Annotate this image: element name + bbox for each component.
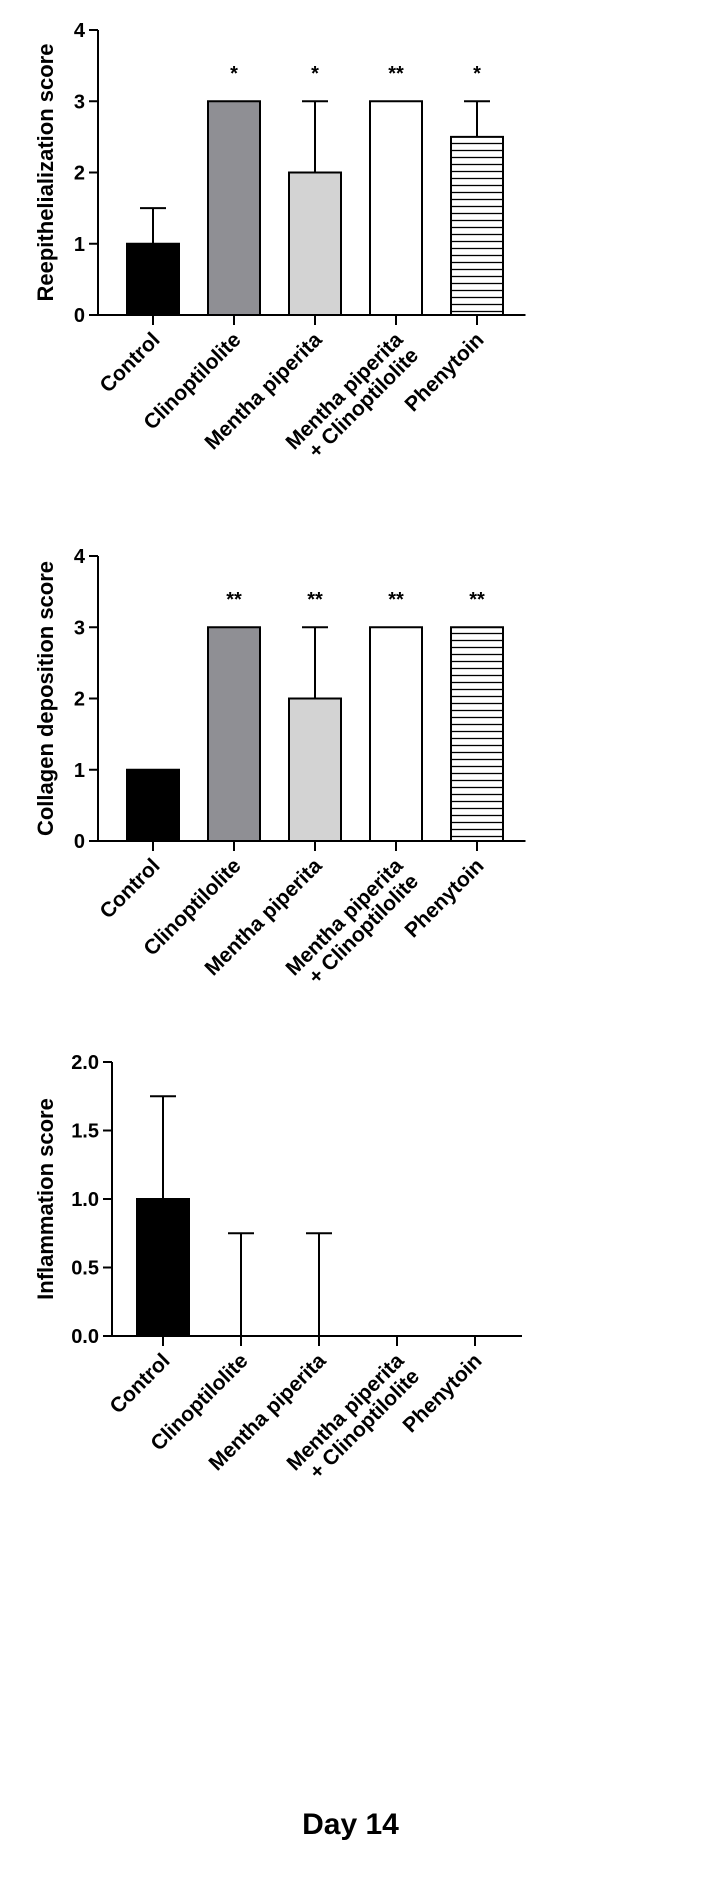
y-tick-label: 0.0	[71, 1326, 99, 1348]
bar	[288, 171, 342, 316]
significance-label: **	[307, 589, 323, 611]
significance-label: **	[388, 589, 404, 611]
y-tick-label: 4	[74, 546, 86, 568]
y-tick-label: 1.0	[71, 1189, 99, 1211]
significance-label: *	[311, 63, 319, 85]
category-label-line: Control	[95, 854, 164, 923]
bar	[369, 626, 423, 842]
y-tick-label: 0.5	[71, 1258, 99, 1280]
category-label: Phenytoin	[400, 854, 488, 942]
significance-label: **	[469, 589, 485, 611]
bar	[126, 242, 180, 316]
y-tick-label: 1.5	[71, 1121, 99, 1143]
category-label: Control	[95, 328, 164, 397]
significance-label: **	[388, 63, 404, 85]
collagen-deposition-chart: Control**Clinoptilolite**Mentha piperita…	[33, 546, 526, 989]
significance-label: *	[473, 63, 481, 85]
significance-label: **	[226, 589, 242, 611]
y-axis-title: Collagen deposition score	[33, 561, 58, 836]
bar	[126, 768, 180, 842]
bar	[450, 626, 504, 842]
category-label: Phenytoin	[400, 328, 488, 416]
significance-label: *	[230, 63, 238, 85]
category-label-line: Phenytoin	[400, 328, 488, 416]
y-tick-label: 2	[74, 163, 85, 185]
bar	[288, 697, 342, 842]
y-tick-label: 0	[74, 831, 85, 853]
bar	[450, 135, 504, 316]
y-tick-label: 3	[74, 91, 85, 113]
y-axis-title: Reepithelialization score	[33, 44, 58, 302]
y-tick-label: 2	[74, 689, 85, 711]
y-tick-label: 0	[74, 305, 85, 327]
category-label: Control	[105, 1349, 174, 1418]
category-label-line: Control	[95, 328, 164, 397]
category-label-line: Control	[105, 1349, 174, 1418]
bar	[207, 626, 261, 842]
y-axis-title: Inflammation score	[33, 1098, 58, 1300]
y-tick-label: 4	[74, 20, 86, 42]
figure-caption: Day 14	[302, 1808, 399, 1841]
y-tick-label: 2.0	[71, 1052, 99, 1074]
category-label: Control	[95, 854, 164, 923]
y-tick-label: 1	[74, 234, 85, 256]
category-label-line: Phenytoin	[400, 854, 488, 942]
bar	[136, 1198, 190, 1337]
bar	[207, 100, 261, 316]
y-tick-label: 3	[74, 617, 85, 639]
reepithelialization-chart: Control*Clinoptilolite*Mentha piperita**…	[33, 20, 526, 463]
bar	[369, 100, 423, 316]
y-tick-label: 1	[74, 760, 85, 782]
